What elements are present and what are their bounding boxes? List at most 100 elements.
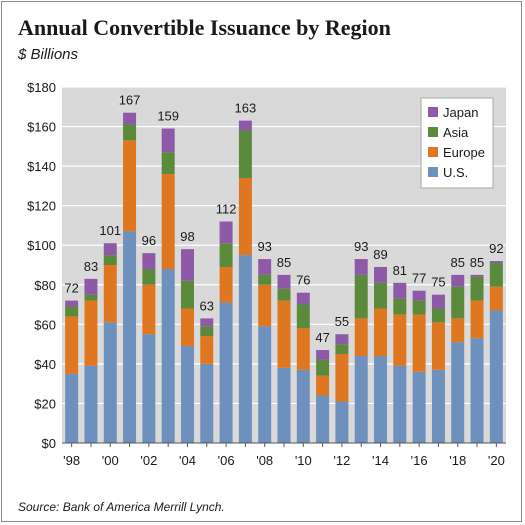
legend-label-europe: Europe [443, 145, 485, 160]
bar-segment-europe-2007 [238, 177, 252, 256]
bar-segment-asia-2014 [374, 282, 388, 309]
bar-segment-europe-2011 [316, 375, 330, 396]
total-label-2002: 96 [142, 233, 156, 248]
legend: Japan Asia Europe U.S. [420, 97, 494, 189]
total-label-2015: 81 [393, 263, 407, 278]
bar-segment-europe-2010 [296, 328, 310, 370]
bar-segment-us-2013 [354, 355, 368, 443]
bar-segment-us-2010 [296, 369, 310, 443]
bar-segment-us-2002 [142, 334, 156, 443]
bar-segment-japan-2001 [123, 112, 137, 125]
bar-segment-japan-2008 [258, 259, 272, 275]
x-tick-label: '06 [218, 453, 235, 468]
bar-segment-asia-2004 [180, 280, 194, 309]
legend-label-asia: Asia [443, 125, 469, 140]
bar-segment-europe-2014 [374, 308, 388, 356]
bar-segment-japan-2015 [393, 282, 407, 299]
x-tick-label: '04 [179, 453, 196, 468]
bar-segment-us-2017 [431, 369, 445, 443]
bar-segment-japan-2009 [277, 274, 291, 289]
bar-segment-japan-2017 [431, 294, 445, 309]
y-tick-label: $0 [42, 436, 56, 451]
chart-subtitle: $ Billions [18, 46, 79, 63]
bar-segment-europe-2005 [200, 336, 214, 364]
bar-segment-us-2001 [123, 231, 137, 443]
bar-segment-asia-2020 [489, 263, 503, 287]
bar-segment-us-2005 [200, 363, 214, 443]
y-tick-label: $140 [27, 159, 56, 174]
bar-segment-europe-2016 [412, 314, 426, 372]
bar-segment-asia-2012 [335, 344, 349, 354]
bar-segment-asia-1998 [65, 306, 79, 317]
legend-label-us: U.S. [443, 165, 468, 180]
total-label-2007: 163 [235, 101, 257, 116]
bar-segment-us-2012 [335, 401, 349, 443]
bar-segment-japan-2000 [103, 243, 117, 256]
bar-segment-us-2009 [277, 367, 291, 443]
bar-segment-asia-2011 [316, 359, 330, 376]
bar-segment-asia-2016 [412, 300, 426, 315]
y-tick-label: $80 [34, 278, 56, 293]
bar-segment-japan-1999 [84, 278, 98, 295]
bar-segment-europe-2017 [431, 322, 445, 370]
bar-segment-japan-2003 [161, 128, 175, 153]
bar-segment-asia-1999 [84, 294, 98, 301]
bar-segment-japan-2012 [335, 334, 349, 345]
x-tick-label: '02 [140, 453, 157, 468]
bar-segment-japan-2019 [470, 274, 484, 277]
bar-segment-japan-2006 [219, 221, 233, 244]
x-tick-label: '12 [333, 453, 350, 468]
total-label-2011: 47 [315, 330, 329, 345]
y-tick-label: $120 [27, 199, 56, 214]
bar-segment-japan-2016 [412, 290, 426, 301]
bar-segment-europe-2003 [161, 174, 175, 269]
bar-segment-europe-2012 [335, 354, 349, 402]
x-tick-label: '16 [411, 453, 428, 468]
bar-segment-europe-2020 [489, 286, 503, 311]
bar-segment-us-2000 [103, 322, 117, 443]
bar-segment-europe-2009 [277, 300, 291, 368]
legend-swatch-asia [428, 127, 438, 137]
total-label-2005: 63 [200, 298, 214, 313]
y-tick-label: $180 [27, 80, 56, 95]
y-axis-ticks: $0 $20 $40 $60 $80 $100 $120 $140 $160 $180 [27, 80, 56, 451]
total-label-2013: 93 [354, 239, 368, 254]
bar-segment-us-2016 [412, 371, 426, 443]
bars-group [65, 112, 503, 443]
total-label-2018: 85 [451, 255, 465, 270]
bar-segment-europe-2015 [393, 314, 407, 366]
bar-segment-asia-2018 [451, 286, 465, 319]
bar-segment-japan-2011 [316, 350, 330, 360]
bar-segment-asia-2001 [123, 124, 137, 141]
bar-segment-asia-2010 [296, 304, 310, 329]
x-tick-label: '00 [102, 453, 119, 468]
total-label-2014: 89 [373, 247, 387, 262]
bar-segment-europe-2002 [142, 284, 156, 335]
total-label-2009: 85 [277, 255, 291, 270]
legend-label-japan: Japan [443, 105, 478, 120]
legend-swatch-europe [428, 147, 438, 157]
x-tick-label: '08 [256, 453, 273, 468]
bar-segment-japan-2020 [489, 261, 503, 264]
total-label-2016: 77 [412, 271, 426, 286]
total-label-2001: 167 [119, 93, 141, 108]
bar-segment-europe-2019 [470, 300, 484, 339]
total-label-1999: 83 [84, 259, 98, 274]
total-labels-group: 72 83 101 167 96 159 98 63 112 163 93 85 76 47 55 93 89 8… [64, 93, 503, 345]
bar-segment-japan-2004 [180, 249, 194, 281]
bar-segment-us-2015 [393, 365, 407, 443]
total-label-2019: 85 [470, 255, 484, 270]
bar-segment-asia-2019 [470, 276, 484, 301]
y-tick-label: $60 [34, 317, 56, 332]
x-axis-ticks: '98 '00 '02 '04 '06 '08 '10 '12 '14 '16 '18 '20 [62, 442, 506, 468]
bar-segment-europe-2008 [258, 284, 272, 327]
x-tick-label: '10 [295, 453, 312, 468]
bar-segment-japan-2014 [374, 266, 388, 283]
chart-title: Annual Convertible Issuance by Region [18, 15, 391, 40]
y-tick-label: $160 [27, 120, 56, 135]
bar-segment-asia-2008 [258, 274, 272, 285]
source-note: Source: Bank of America Merrill Lynch. [18, 500, 225, 514]
bar-segment-asia-2015 [393, 298, 407, 315]
bar-segment-japan-2002 [142, 253, 156, 269]
